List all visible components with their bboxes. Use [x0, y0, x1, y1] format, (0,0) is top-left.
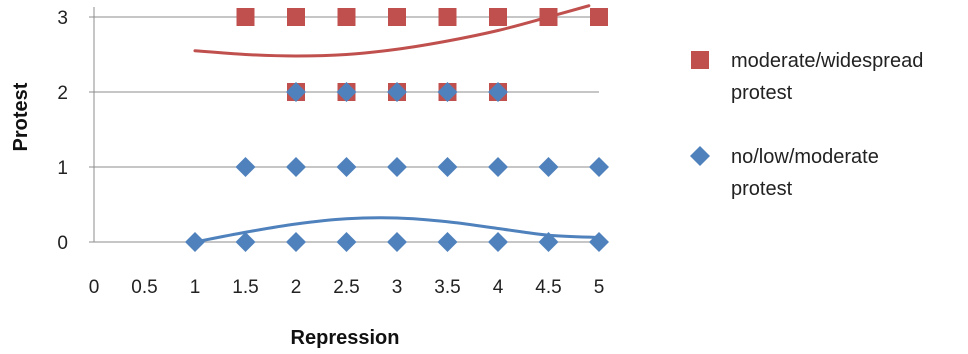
y-tick-label: 3 [57, 8, 68, 29]
point-no-low-moderate [488, 82, 508, 102]
y-tick-labels: 0 1 2 3 [57, 8, 68, 254]
legend-label: moderate/widespread [731, 50, 923, 72]
x-tick-label: 4 [493, 277, 504, 298]
point-no-low-moderate [589, 157, 609, 177]
point-no-low-moderate [488, 232, 508, 252]
data-points [185, 8, 609, 252]
point-no-low-moderate [488, 157, 508, 177]
x-tick-label: 1 [190, 277, 201, 298]
x-tick-label: 3 [392, 277, 403, 298]
point-moderate-widespread [337, 8, 356, 26]
legend-label: protest [731, 178, 793, 200]
x-tick-label: 1.5 [232, 277, 258, 298]
legend-square-icon [691, 51, 709, 69]
point-moderate-widespread [236, 8, 255, 26]
legend: moderate/widespreadprotestno/low/moderat… [690, 50, 923, 200]
point-no-low-moderate [437, 82, 458, 102]
x-tick-label: 0 [89, 277, 100, 298]
trendlines [193, 4, 601, 244]
legend-label: no/low/moderate [731, 146, 879, 168]
y-tick-label: 2 [57, 83, 68, 104]
point-no-low-moderate [437, 157, 458, 177]
x-tick-label: 3.5 [434, 277, 460, 298]
legend-diamond-icon [690, 146, 710, 166]
point-no-low-moderate [437, 232, 458, 252]
point-moderate-widespread [388, 8, 406, 26]
legend-entry: moderate/widespread protest [691, 50, 923, 104]
point-moderate-widespread [590, 8, 608, 26]
point-no-low-moderate [538, 232, 559, 252]
gridlines [94, 16, 599, 243]
x-tick-label: 5 [594, 277, 605, 298]
point-no-low-moderate [387, 82, 407, 102]
point-no-low-moderate [387, 157, 407, 177]
point-moderate-widespread [539, 8, 558, 26]
point-no-low-moderate [235, 157, 256, 177]
legend-label: protest [731, 82, 793, 104]
y-tick-label: 1 [57, 158, 68, 179]
x-tick-labels: 0 0.5 1 1.5 2 2.5 3 3.5 4 4.5 5 [89, 277, 605, 298]
point-moderate-widespread [438, 8, 457, 26]
point-no-low-moderate [589, 232, 609, 252]
point-no-low-moderate [286, 157, 306, 177]
point-no-low-moderate [336, 232, 357, 252]
x-tick-label: 2 [291, 277, 302, 298]
trendline-no-low-moderate [193, 216, 601, 244]
y-tick-label: 0 [57, 233, 68, 254]
x-tick-label: 0.5 [131, 277, 157, 298]
point-no-low-moderate [286, 232, 306, 252]
legend-entry: no/low/moderate protest [690, 146, 879, 200]
point-no-low-moderate [235, 232, 256, 252]
point-no-low-moderate [336, 157, 357, 177]
y-axis-title: Protest [10, 82, 32, 151]
x-tick-label: 4.5 [535, 277, 561, 298]
x-axis-title: Repression [291, 327, 400, 349]
axes [89, 7, 95, 243]
x-tick-label: 2.5 [333, 277, 359, 298]
trendline-moderate-widespread [193, 4, 591, 58]
point-no-low-moderate [286, 82, 306, 102]
point-no-low-moderate [387, 232, 407, 252]
point-no-low-moderate [538, 157, 559, 177]
point-no-low-moderate [336, 82, 357, 102]
point-moderate-widespread [489, 8, 507, 26]
point-moderate-widespread [287, 8, 305, 26]
point-no-low-moderate [185, 232, 205, 252]
